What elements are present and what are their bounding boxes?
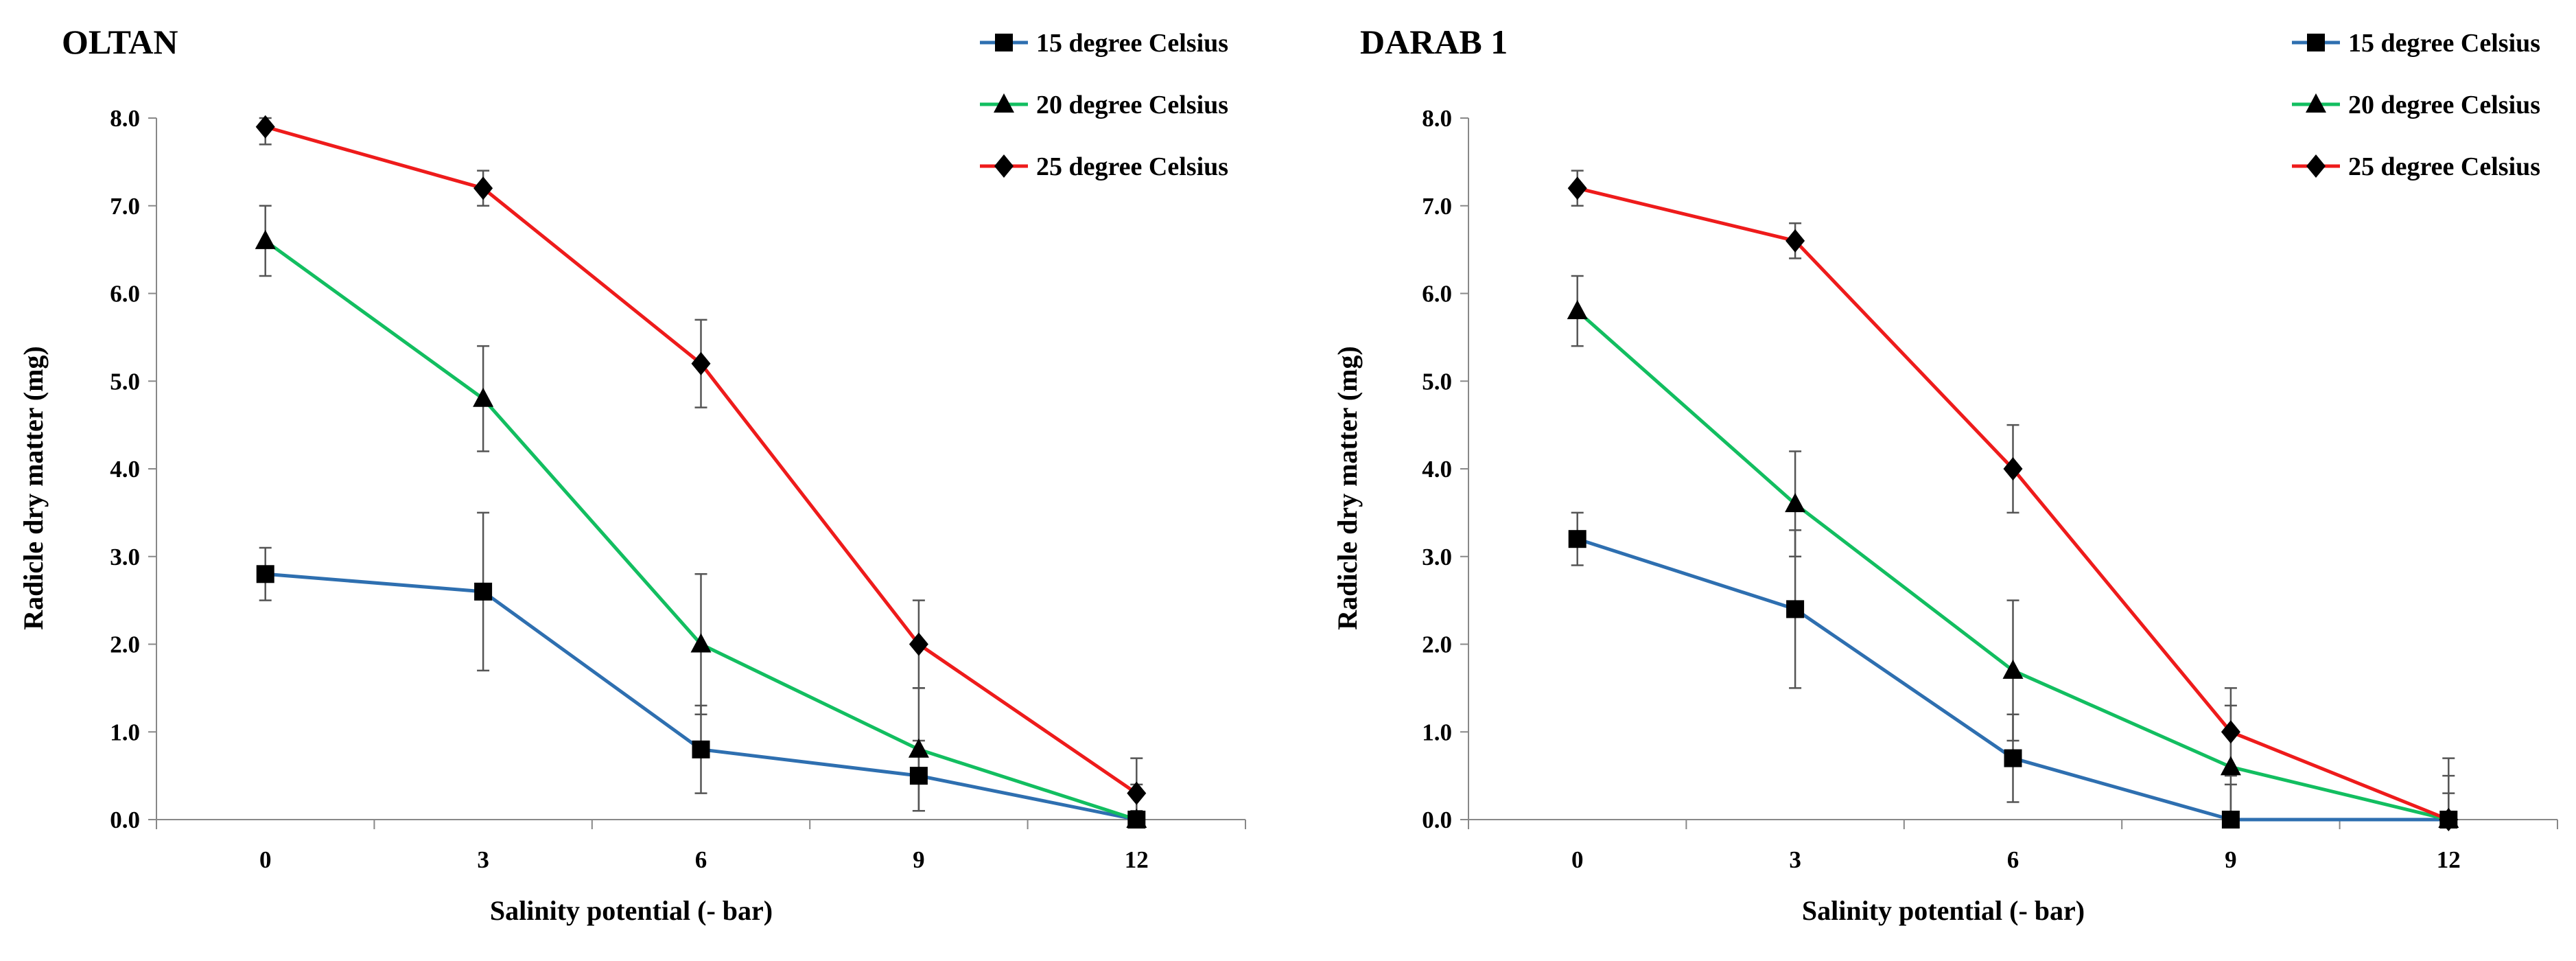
x-tick-label: 9	[913, 846, 925, 873]
y-tick-label: 0.0	[1422, 807, 1452, 833]
x-tick-label: 0	[1571, 846, 1584, 873]
legend-label: 15 degree Celsius	[1036, 29, 1228, 58]
data-point	[909, 632, 928, 656]
data-point	[255, 229, 276, 249]
data-point	[2221, 811, 2240, 829]
data-point	[909, 767, 928, 785]
data-point	[691, 351, 711, 375]
legend-marker	[994, 154, 1014, 178]
data-point	[1568, 530, 1586, 548]
data-point	[1785, 493, 1806, 513]
legend-label: 20 degree Celsius	[1036, 91, 1228, 119]
chart-panel-darab-1: DARAB 1 Salinity potential (- bar) Radic…	[1332, 23, 2558, 926]
data-point	[1126, 809, 1147, 828]
x-tick-label: 9	[2225, 846, 2237, 873]
x-axis-title: Salinity potential (- bar)	[1802, 895, 2085, 926]
x-tick-label: 6	[2007, 846, 2019, 873]
x-tick-label: 12	[1125, 846, 1149, 873]
y-axis-title: Radicle dry matter (mg)	[1332, 346, 1363, 630]
data-point	[2004, 749, 2022, 767]
legend-label: 15 degree Celsius	[2348, 29, 2540, 58]
y-tick-label: 4.0	[1422, 456, 1452, 483]
data-point	[474, 582, 493, 601]
data-point	[1567, 300, 1588, 320]
y-tick-label: 2.0	[1422, 632, 1452, 658]
y-tick-label: 0.0	[110, 807, 140, 833]
data-point	[692, 740, 710, 759]
data-point	[2003, 457, 2023, 480]
legend-marker	[994, 93, 1014, 113]
data-point	[256, 565, 274, 583]
y-tick-label: 8.0	[1422, 105, 1452, 132]
chart-title: OLTAN	[62, 23, 178, 61]
y-tick-label: 6.0	[1422, 281, 1452, 308]
legend-label: 25 degree Celsius	[2348, 152, 2540, 181]
y-tick-label: 1.0	[1422, 719, 1452, 745]
data-point	[2221, 720, 2240, 744]
data-point	[473, 176, 493, 200]
legend-marker	[2306, 93, 2326, 113]
y-tick-label: 8.0	[110, 105, 140, 132]
legend-label: 20 degree Celsius	[2348, 91, 2540, 119]
x-tick-label: 3	[477, 846, 489, 873]
data-point	[908, 738, 929, 758]
data-point	[473, 387, 494, 407]
chart-title: DARAB 1	[1360, 23, 1508, 61]
y-tick-label: 4.0	[110, 456, 140, 483]
legend-label: 25 degree Celsius	[1036, 152, 1228, 181]
data-point	[1786, 600, 1805, 618]
y-tick-label: 3.0	[110, 544, 140, 570]
y-tick-label: 5.0	[110, 368, 140, 395]
data-point	[255, 115, 275, 139]
y-tick-label: 5.0	[1422, 368, 1452, 395]
y-tick-label: 3.0	[1422, 544, 1452, 570]
y-axis-title: Radicle dry matter (mg)	[18, 346, 49, 630]
x-axis-title: Salinity potential (- bar)	[490, 895, 773, 926]
y-tick-label: 6.0	[110, 281, 140, 308]
data-point	[1567, 176, 1587, 200]
data-point	[2002, 659, 2024, 679]
data-point	[2220, 756, 2241, 776]
data-point	[1785, 229, 1805, 253]
legend-marker	[2307, 34, 2325, 51]
y-tick-label: 7.0	[110, 193, 140, 220]
data-point	[2439, 808, 2459, 831]
y-tick-label: 7.0	[1422, 193, 1452, 220]
data-point	[1127, 781, 1147, 805]
legend-marker	[995, 34, 1013, 51]
y-tick-label: 2.0	[110, 632, 140, 658]
y-tick-label: 1.0	[110, 719, 140, 745]
x-tick-label: 12	[2437, 846, 2461, 873]
legend-marker	[2306, 154, 2326, 178]
x-tick-label: 3	[1789, 846, 1801, 873]
x-tick-label: 0	[259, 846, 272, 873]
data-point	[690, 633, 712, 653]
chart-panel-oltan: OLTAN Salinity potential (- bar) Radicle…	[18, 23, 1246, 926]
x-tick-label: 6	[695, 846, 707, 873]
